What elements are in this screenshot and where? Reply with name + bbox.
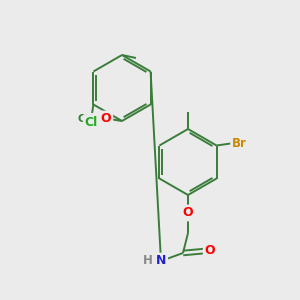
Text: CH₃: CH₃ (77, 114, 98, 124)
Text: Cl: Cl (85, 116, 98, 129)
Text: O: O (101, 112, 111, 125)
Text: Br: Br (232, 137, 247, 150)
Text: N: N (156, 254, 166, 268)
Text: O: O (205, 244, 215, 257)
Text: H: H (143, 254, 153, 266)
Text: O: O (183, 206, 193, 220)
